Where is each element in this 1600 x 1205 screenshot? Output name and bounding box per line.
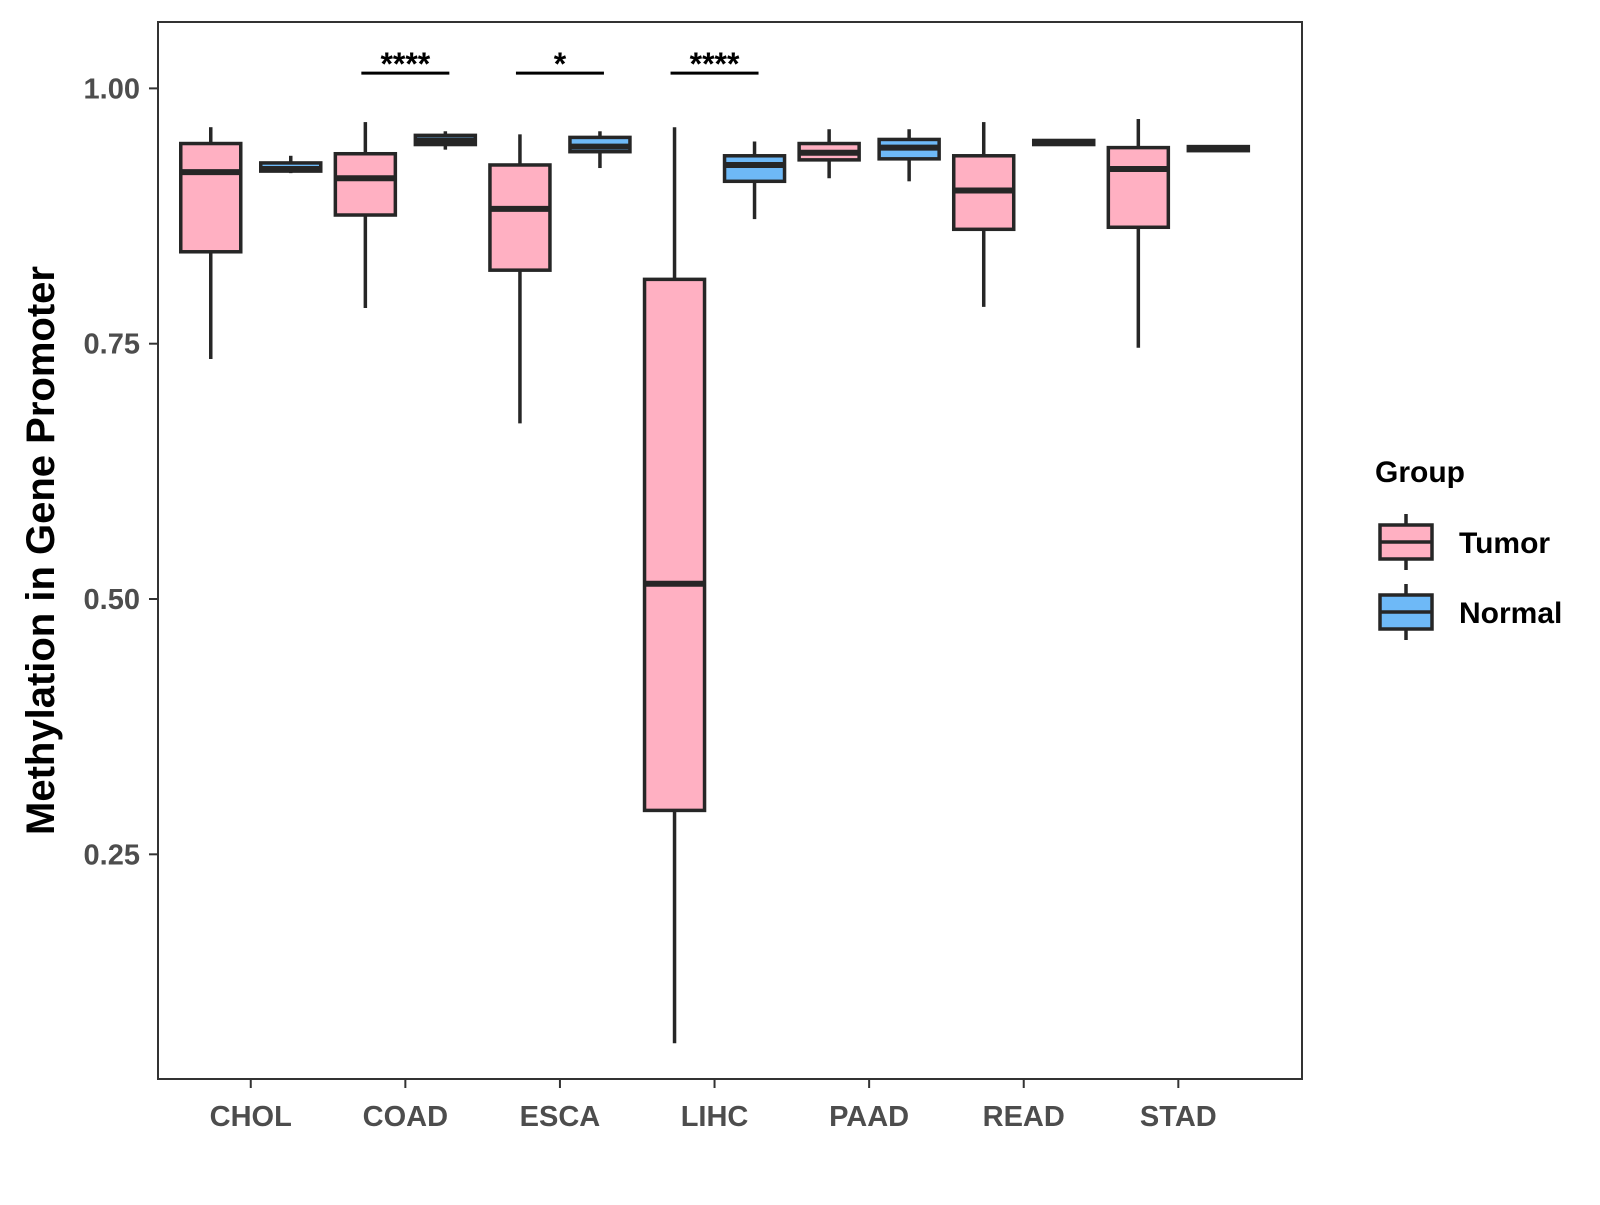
x-tick-label-chol: CHOL bbox=[210, 1101, 292, 1133]
box-tumor-lihc bbox=[642, 277, 707, 813]
box-tumor-chol bbox=[179, 141, 243, 254]
box-tumor-esca bbox=[488, 163, 552, 272]
sig-label-coad: **** bbox=[380, 46, 430, 82]
x-tick-label-coad: COAD bbox=[363, 1101, 448, 1133]
plot-panel bbox=[157, 21, 1303, 1080]
box-tumor-stad bbox=[1106, 145, 1171, 230]
y-tick-label: 0.25 bbox=[84, 839, 140, 871]
legend-label-tumor: Tumor bbox=[1459, 527, 1550, 560]
sig-label-esca: * bbox=[554, 46, 567, 82]
legend-label-normal: Normal bbox=[1459, 597, 1562, 630]
y-tick-label: 1.00 bbox=[84, 73, 140, 105]
sig-label-lihc: **** bbox=[690, 46, 740, 82]
x-tick-label-read: READ bbox=[983, 1101, 1065, 1133]
y-axis-title: Methylation in Gene Promoter bbox=[19, 266, 63, 835]
x-tick-label-lihc: LIHC bbox=[681, 1101, 749, 1133]
box-tumor-coad bbox=[333, 151, 398, 217]
x-tick-label-stad: STAD bbox=[1140, 1101, 1217, 1133]
y-tick-label: 0.50 bbox=[84, 584, 140, 616]
box-normal-lihc bbox=[722, 154, 787, 184]
legend-title: Group bbox=[1375, 456, 1465, 489]
x-tick-label-esca: ESCA bbox=[520, 1101, 601, 1133]
x-tick-label-paad: PAAD bbox=[829, 1101, 909, 1133]
y-tick-label: 0.75 bbox=[84, 329, 140, 361]
